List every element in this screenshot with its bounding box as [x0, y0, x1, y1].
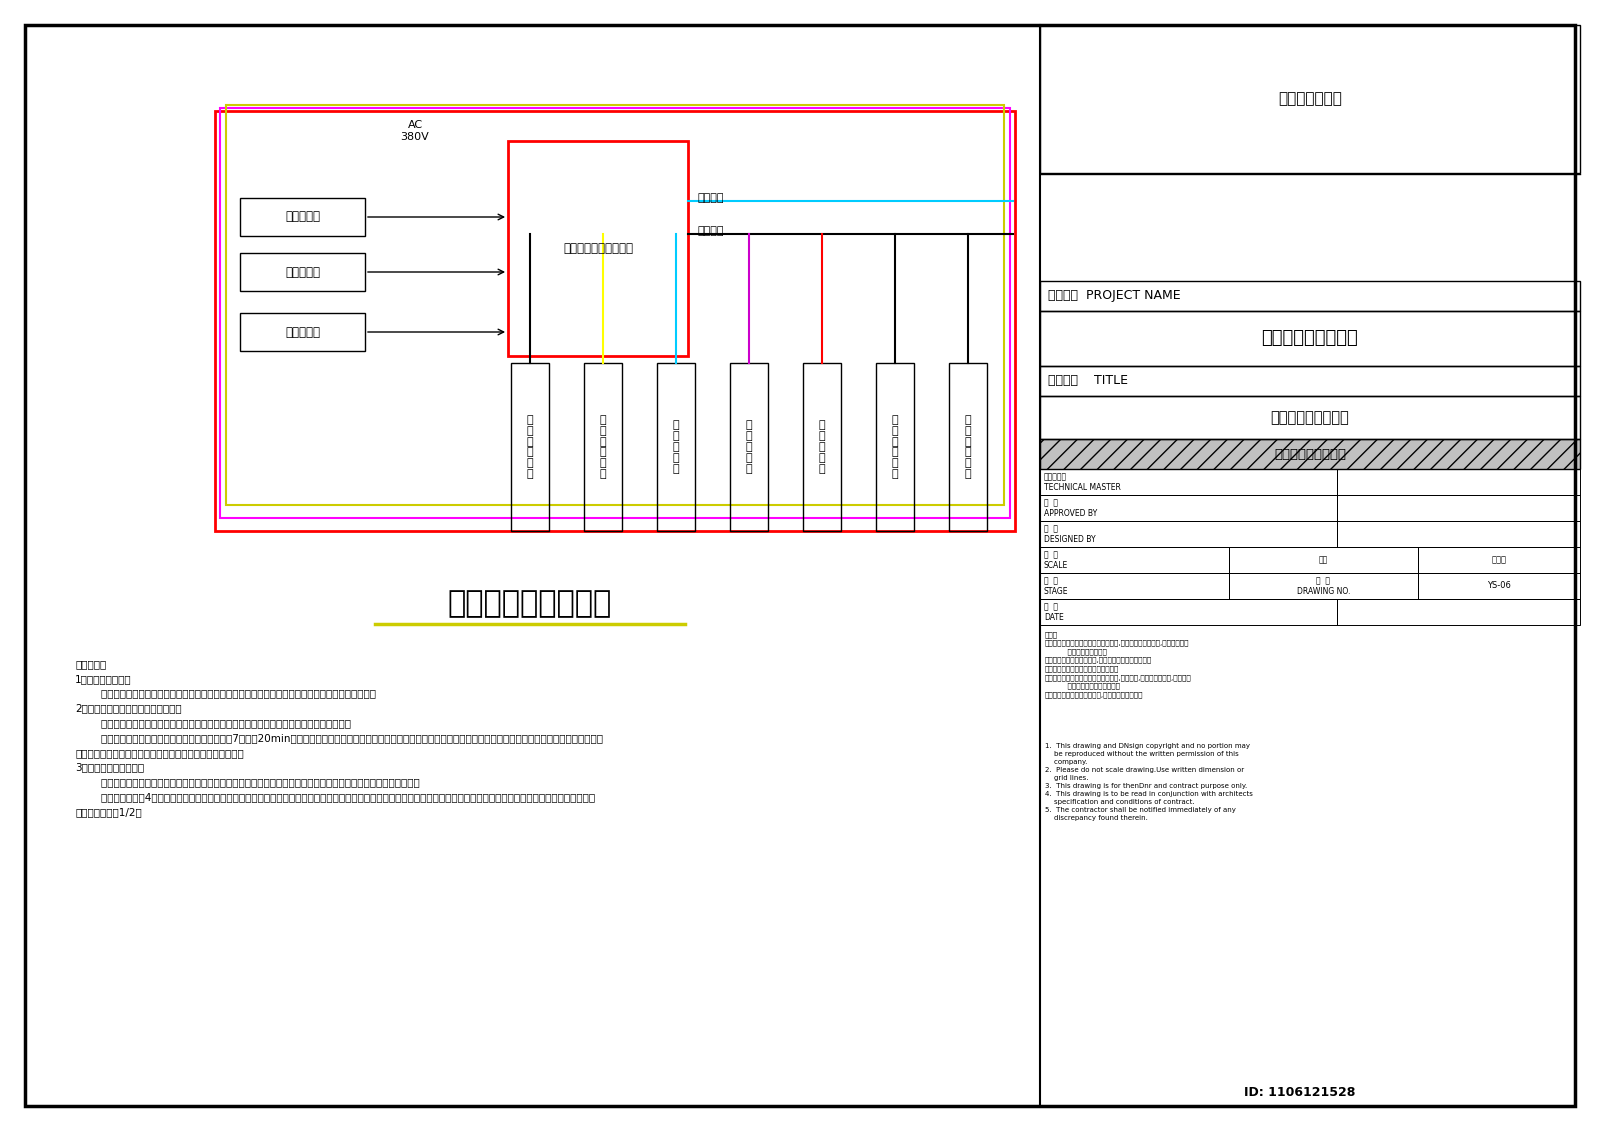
- Text: 电气控制原理示意图: 电气控制原理示意图: [448, 589, 613, 619]
- Bar: [1229, 547, 1418, 573]
- Bar: [509, 141, 688, 356]
- Bar: [1040, 280, 1581, 311]
- Text: 专业负责人
TECHNICAL MASTER: 专业负责人 TECHNICAL MASTER: [1043, 473, 1122, 492]
- Text: 电气控制原理示意图: 电气控制原理示意图: [1270, 411, 1349, 425]
- Bar: [1040, 599, 1338, 625]
- Bar: [949, 363, 987, 530]
- Text: 审  核
APPROVED BY: 审 核 APPROVED BY: [1043, 499, 1098, 518]
- Bar: [658, 363, 694, 530]
- Text: 电控柜（雨水控制柜）: 电控柜（雨水控制柜）: [563, 242, 634, 254]
- Bar: [877, 363, 914, 530]
- Text: 蓄
水
池
排
污
泵: 蓄 水 池 排 污 泵: [600, 415, 606, 480]
- Bar: [1040, 521, 1338, 547]
- Bar: [1229, 573, 1418, 599]
- Bar: [730, 363, 768, 530]
- Text: 阶  段
STAGE: 阶 段 STAGE: [1043, 577, 1069, 596]
- Bar: [1040, 469, 1338, 495]
- Text: 1.  This drawing and DNsign copyright and no portion may
    be reproduced witho: 1. This drawing and DNsign copyright and…: [1045, 743, 1253, 821]
- Text: 雨水回收与利用项目: 雨水回收与利用项目: [1262, 329, 1358, 347]
- Bar: [214, 111, 1014, 530]
- Text: 日  期
DATE: 日 期 DATE: [1043, 603, 1064, 622]
- Text: 自动控制: 自动控制: [698, 193, 725, 202]
- Text: 专业: 专业: [1318, 555, 1328, 564]
- Text: 回
用
供
水
泵: 回 用 供 水 泵: [746, 421, 752, 474]
- Bar: [1040, 495, 1338, 521]
- Bar: [1338, 599, 1581, 625]
- Text: AC: AC: [408, 120, 422, 130]
- Bar: [240, 198, 365, 236]
- Text: 图纸名称    TITLE: 图纸名称 TITLE: [1048, 374, 1128, 388]
- Text: 补
水
电
磁
阀: 补 水 电 磁 阀: [819, 421, 826, 474]
- Text: 控制要求：
1、总体控制要求：
        所有设备（单独）具备手动和自动控制功能，故障声光报警并自动将备用设备（如果有）投入运行。
2、蓄水池液位及相关水: 控制要求： 1、总体控制要求： 所有设备（单独）具备手动和自动控制功能，故障声光…: [75, 659, 603, 817]
- Text: 注意：
（一）此设计图则之版权归本公司所有,非得本公司书面批准,任何部份不得
          随意抄写或变更印。
（二）切勿以比例量度此图,一切按图内数字所: 注意： （一）此设计图则之版权归本公司所有,非得本公司书面批准,任何部份不得 随…: [1045, 631, 1192, 698]
- Text: 给排水: 给排水: [1491, 555, 1507, 564]
- Text: 图  号
DRAWING NO.: 图 号 DRAWING NO.: [1298, 577, 1350, 596]
- Text: 手动控制: 手动控制: [698, 226, 725, 236]
- Text: 蓄水池液位: 蓄水池液位: [285, 266, 320, 278]
- Text: 设备间液位: 设备间液位: [285, 210, 320, 224]
- Bar: [1338, 495, 1581, 521]
- Bar: [1040, 25, 1581, 173]
- Text: 射
流
曝
气
装
置: 射 流 曝 气 装 置: [891, 415, 898, 480]
- Text: 清水池液位: 清水池液位: [285, 326, 320, 338]
- Text: ID: 1106121528: ID: 1106121528: [1245, 1087, 1355, 1099]
- Bar: [1040, 547, 1229, 573]
- Text: 设  计
DESIGNED BY: 设 计 DESIGNED BY: [1043, 525, 1096, 544]
- Bar: [1418, 573, 1581, 599]
- Bar: [1338, 521, 1581, 547]
- Text: 技术出图专用章: 技术出图专用章: [1278, 92, 1342, 106]
- Text: YS-06: YS-06: [1486, 581, 1510, 590]
- Text: 雨
水
提
升
泵: 雨 水 提 升 泵: [672, 421, 680, 474]
- Bar: [1040, 573, 1229, 599]
- Bar: [1040, 311, 1581, 366]
- Bar: [240, 253, 365, 291]
- Bar: [221, 107, 1010, 518]
- Text: 比  例
SCALE: 比 例 SCALE: [1043, 551, 1069, 570]
- Text: 380V: 380V: [400, 132, 429, 143]
- Bar: [1418, 547, 1581, 573]
- Bar: [1040, 439, 1581, 469]
- Bar: [803, 363, 842, 530]
- Bar: [1040, 396, 1581, 439]
- Bar: [240, 313, 365, 351]
- Bar: [226, 105, 1005, 506]
- Text: 项目名称  PROJECT NAME: 项目名称 PROJECT NAME: [1048, 290, 1181, 302]
- Bar: [1338, 469, 1581, 495]
- Bar: [584, 363, 622, 530]
- Text: 雨水收集与利用系统: 雨水收集与利用系统: [1274, 448, 1346, 460]
- Bar: [510, 363, 549, 530]
- Text: 设
备
间
排
污
泵: 设 备 间 排 污 泵: [526, 415, 533, 480]
- Text: 紫
外
线
消
毒
器: 紫 外 线 消 毒 器: [965, 415, 971, 480]
- Bar: [1040, 366, 1581, 396]
